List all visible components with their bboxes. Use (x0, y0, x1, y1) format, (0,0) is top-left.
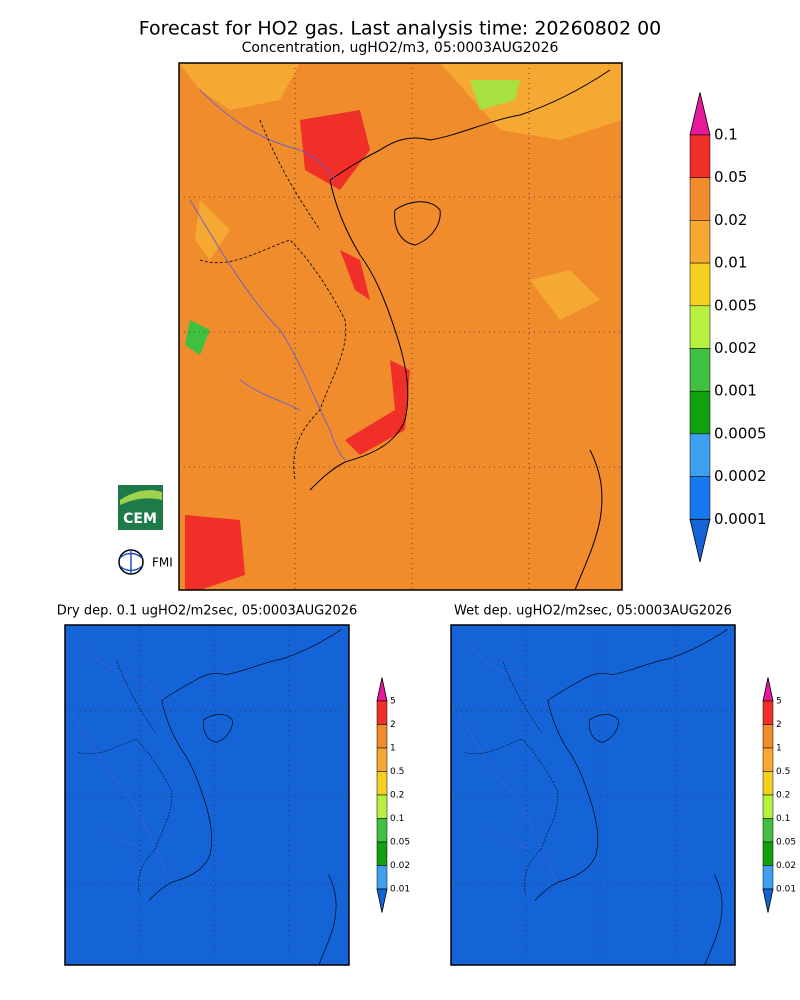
colorbar-segment (689, 476, 711, 520)
colorbar-top (762, 677, 774, 702)
colorbar-label: 5 (390, 697, 396, 707)
panel-colorbar: 5 2 1 0.5 0.2 0.1 0.05 0.02 0.01 (376, 677, 410, 913)
colorbar-segment (689, 305, 711, 349)
colorbar-label: 0.2 (776, 791, 790, 801)
colorbar-label: 0.05 (776, 838, 796, 848)
colorbar-segment (376, 865, 388, 890)
colorbar-segment (689, 134, 711, 178)
colorbar-segment (762, 724, 774, 749)
colorbar-top (376, 677, 388, 702)
colorbar-segment (376, 771, 388, 796)
colorbar-bottom (762, 888, 774, 913)
main-colorbar: 0.1 0.05 0.02 0.01 0.005 0.002 0.001 0.0005 0.00… (689, 92, 767, 563)
colorbar-segment (376, 700, 388, 725)
colorbar-label: 0.5 (776, 767, 790, 777)
colorbar-segment (376, 794, 388, 819)
fmi-text: FMI (152, 556, 173, 570)
main-map (178, 62, 623, 591)
colorbar-segment (376, 724, 388, 749)
colorbar-segment (762, 771, 774, 796)
fmi-logo: FMI (118, 549, 173, 575)
colorbar-label: 5 (776, 697, 782, 707)
colorbar-label: 0.001 (714, 382, 757, 400)
colorbar-label: 0.1 (776, 814, 790, 824)
colorbar-label: 0.002 (714, 339, 757, 357)
wet-dep-map (450, 624, 736, 966)
colorbar-label: 2 (390, 720, 396, 730)
title: Forecast for HO2 gas. Last analysis time… (139, 18, 662, 40)
colorbar-segment (689, 220, 711, 264)
colorbar-label: 0.05 (390, 838, 410, 848)
colorbar-label: 0.01 (776, 885, 796, 895)
colorbar-label: 0.5 (390, 767, 404, 777)
colorbar-label: 0.05 (714, 168, 747, 186)
colorbar-label: 0.005 (714, 296, 757, 314)
colorbar-label: 0.01 (390, 885, 410, 895)
colorbar-segment (762, 747, 774, 772)
colorbar-segment (376, 841, 388, 866)
dry-dep-map (64, 624, 350, 966)
colorbar-label: 0.02 (776, 861, 796, 871)
colorbar-segment (376, 747, 388, 772)
colorbar-label: 0.1 (390, 814, 404, 824)
colorbar-segment (762, 794, 774, 819)
colorbar-label: 0.02 (390, 861, 410, 871)
panel-title: Wet dep. ugHO2/m2sec, 05:0003AUG2026 (454, 604, 732, 619)
colorbar-segment (762, 841, 774, 866)
colorbar-bottom (689, 518, 711, 563)
colorbar-segment (762, 700, 774, 725)
colorbar-segment (762, 818, 774, 843)
colorbar-segment (376, 818, 388, 843)
cem-logo: CEM (118, 485, 163, 530)
colorbar-label: 0.2 (390, 791, 404, 801)
colorbar-label: 0.1 (714, 126, 738, 144)
colorbar-segment (689, 433, 711, 477)
panel-title: Dry dep. 0.1 ugHO2/m2sec, 05:0003AUG2026 (57, 604, 358, 619)
colorbar-label: 2 (776, 720, 782, 730)
colorbar-top (689, 92, 711, 136)
colorbar-label: 1 (390, 744, 396, 754)
colorbar-label: 0.0001 (714, 510, 767, 528)
colorbar-segment (689, 177, 711, 221)
colorbar-segment (689, 262, 711, 307)
colorbar-segment (762, 865, 774, 890)
colorbar-label: 0.01 (714, 254, 747, 272)
colorbar-segment (689, 390, 711, 435)
panel-colorbar: 5 2 1 0.5 0.2 0.1 0.05 0.02 0.01 (762, 677, 796, 913)
subtitle: Concentration, ugHO2/m3, 05:0003AUG2026 (242, 40, 559, 56)
colorbar-label: 1 (776, 744, 782, 754)
colorbar-label: 0.0005 (714, 424, 767, 442)
colorbar-bottom (376, 888, 388, 913)
colorbar-segment (689, 348, 711, 392)
colorbar-label: 0.02 (714, 211, 747, 229)
colorbar-label: 0.0002 (714, 467, 767, 485)
cem-text: CEM (123, 511, 157, 527)
